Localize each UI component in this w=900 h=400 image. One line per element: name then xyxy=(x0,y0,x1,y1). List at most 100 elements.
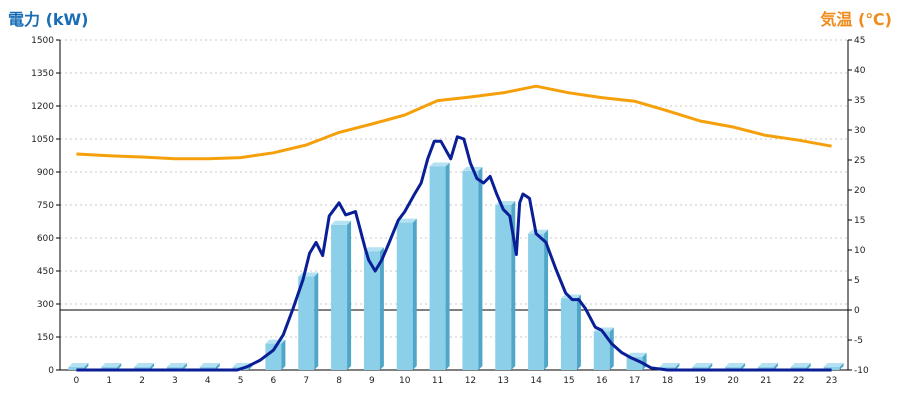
left-axis-title: 電力 (kW) xyxy=(8,10,89,29)
right-tick-label: 45 xyxy=(854,36,865,46)
left-tick-label: 600 xyxy=(37,234,54,244)
x-tick-label: 4 xyxy=(205,376,211,386)
bar xyxy=(560,298,577,370)
bar-side xyxy=(609,327,614,370)
bar xyxy=(593,331,610,370)
left-tick-label: 450 xyxy=(37,267,54,277)
bar xyxy=(363,251,380,370)
left-tick-label: 1050 xyxy=(31,135,54,145)
right-tick-label: 25 xyxy=(854,156,865,166)
left-tick-label: 300 xyxy=(37,300,54,310)
bar-side xyxy=(839,363,844,370)
left-tick-label: 1200 xyxy=(31,102,54,112)
bar-top xyxy=(757,363,778,367)
bar-top xyxy=(396,218,417,223)
bar-side xyxy=(773,363,778,370)
x-tick-label: 20 xyxy=(727,376,739,386)
right-tick-label: 0 xyxy=(854,306,860,316)
bar xyxy=(265,343,282,370)
bar xyxy=(429,166,446,370)
bar-top xyxy=(199,363,220,367)
right-axis-title: 気温 (℃) xyxy=(820,10,892,29)
bar-top xyxy=(823,363,844,367)
bar-side xyxy=(576,294,581,370)
bar-top xyxy=(626,352,647,357)
bar-top xyxy=(659,363,680,367)
x-tick-label: 18 xyxy=(662,376,674,386)
x-tick-label: 1 xyxy=(106,376,112,386)
bar-side xyxy=(675,363,680,370)
right-tick-label: 5 xyxy=(854,276,860,286)
bar-top xyxy=(790,363,811,367)
x-tick-label: 12 xyxy=(465,376,476,386)
x-tick-label: 21 xyxy=(760,376,771,386)
bar xyxy=(396,222,413,370)
bar-side xyxy=(806,363,811,370)
right-tick-label: 30 xyxy=(854,126,866,136)
x-tick-label: 2 xyxy=(139,376,145,386)
bar-side xyxy=(281,339,286,370)
bar-top xyxy=(692,363,713,367)
left-tick-label: 750 xyxy=(37,201,54,211)
bar-side xyxy=(478,166,483,370)
x-tick-label: 17 xyxy=(629,376,640,386)
bar-side xyxy=(84,363,89,370)
x-tick-label: 23 xyxy=(826,376,837,386)
x-tick-label: 10 xyxy=(399,376,411,386)
bar-top xyxy=(166,363,187,367)
x-tick-label: 19 xyxy=(695,376,707,386)
bar-side xyxy=(544,229,549,370)
bar-top xyxy=(528,229,549,234)
x-tick-label: 6 xyxy=(271,376,277,386)
x-tick-label: 8 xyxy=(336,376,342,386)
bar-side xyxy=(445,162,450,370)
bar-side xyxy=(412,218,417,370)
left-tick-label: 1500 xyxy=(31,36,54,46)
bar-top xyxy=(68,363,89,367)
bar-side xyxy=(215,363,220,370)
x-tick-label: 14 xyxy=(530,376,542,386)
bar-top xyxy=(429,162,450,167)
bar-top xyxy=(101,363,122,367)
right-tick-label: -10 xyxy=(854,366,869,376)
x-tick-label: 3 xyxy=(172,376,178,386)
bar xyxy=(462,170,479,370)
bar xyxy=(331,224,348,370)
x-tick-label: 15 xyxy=(563,376,574,386)
right-tick-label: 40 xyxy=(854,66,866,76)
x-tick-label: 7 xyxy=(303,376,309,386)
x-tick-label: 16 xyxy=(596,376,608,386)
right-tick-label: 15 xyxy=(854,216,865,226)
x-tick-label: 9 xyxy=(369,376,375,386)
bar-side xyxy=(741,363,746,370)
bar-top xyxy=(363,247,384,252)
left-tick-label: 900 xyxy=(37,168,54,178)
bar-side xyxy=(314,272,319,370)
bar-top xyxy=(725,363,746,367)
bar-side xyxy=(379,247,384,370)
right-tick-label: 10 xyxy=(854,246,866,256)
bar-side xyxy=(117,363,122,370)
bar xyxy=(298,276,315,370)
x-tick-label: 11 xyxy=(432,376,443,386)
temperature-line xyxy=(76,84,832,161)
x-tick-label: 22 xyxy=(793,376,804,386)
bar xyxy=(528,233,545,370)
left-tick-label: 1350 xyxy=(31,69,54,79)
x-tick-label: 13 xyxy=(498,376,509,386)
left-tick-label: 150 xyxy=(37,333,54,343)
x-tick-label: 5 xyxy=(238,376,244,386)
power-line xyxy=(76,135,832,372)
right-tick-label: 35 xyxy=(854,96,865,106)
bar-top xyxy=(134,363,155,367)
bar-top xyxy=(331,220,352,225)
bar-side xyxy=(347,220,352,370)
bar xyxy=(495,205,512,370)
x-tick-label: 0 xyxy=(74,376,80,386)
bar-side xyxy=(182,363,187,370)
right-tick-label: 20 xyxy=(854,186,866,196)
right-tick-label: -5 xyxy=(854,336,863,346)
left-tick-label: 0 xyxy=(48,366,54,376)
